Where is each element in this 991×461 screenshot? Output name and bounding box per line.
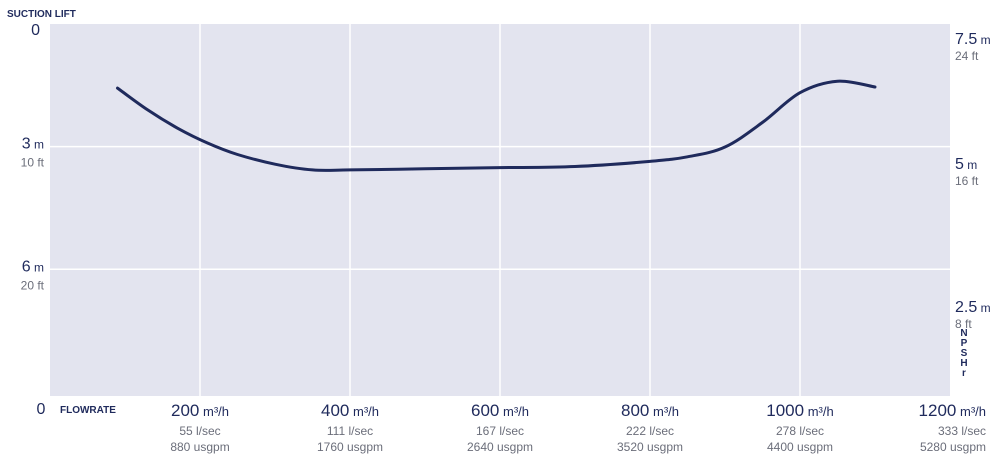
y-tick-label-2: 6 m — [22, 258, 44, 275]
x-tick-label-4: 800 m³/h — [621, 401, 679, 420]
right-tick-label-1-part: 5 — [955, 156, 964, 173]
right-tick-label-1: 5 m — [955, 156, 977, 173]
curve-layer — [116, 79, 877, 172]
right-tick-sublabel-2: 8 ft — [955, 317, 972, 331]
right-axis-title-letter-3-part: H — [960, 358, 967, 369]
x-tick-label-0: 0 — [37, 401, 46, 418]
y-axis-title-part: SUCTION LIFT — [7, 9, 76, 20]
right-tick-label-0-part: m — [977, 33, 990, 47]
x-tick-usgpm-2-part: 1760 usgpm — [317, 440, 383, 454]
x-tick-lsec-2-part: 111 l/sec — [327, 424, 373, 438]
x-tick-lsec-3-part: 167 l/sec — [476, 424, 524, 438]
right-tick-label-0-part: 7.5 — [955, 31, 977, 48]
x-tick-label-1-part: m³/h — [199, 404, 229, 419]
y-tick-label-2-part: 6 — [22, 258, 31, 275]
x-tick-usgpm-2: 1760 usgpm — [317, 440, 383, 454]
x-tick-lsec-5-part: 278 l/sec — [776, 424, 824, 438]
right-tick-sublabel-1-part: 16 ft — [955, 174, 979, 188]
right-tick-label-2: 2.5 m — [955, 299, 991, 316]
x-tick-label-2-part: m³/h — [349, 404, 379, 419]
x-tick-label-2-part: 400 — [321, 401, 349, 420]
x-tick-lsec-6-part: 333 l/sec — [938, 424, 986, 438]
y-tick-sublabel-1-part: 10 ft — [21, 156, 45, 170]
x-tick-label-6: 1200 m³/h — [919, 401, 986, 420]
x-tick-lsec-4: 222 l/sec — [626, 424, 674, 438]
x-tick-usgpm-4: 3520 usgpm — [617, 440, 683, 454]
x-tick-label-3-part: 600 — [471, 401, 499, 420]
right-axis-title-letter-1-part: P — [961, 338, 968, 349]
right-tick-label-2-part: m — [977, 301, 990, 315]
series-line-0 — [116, 79, 877, 172]
x-tick-label-3: 600 m³/h — [471, 401, 529, 420]
x-tick-usgpm-3: 2640 usgpm — [467, 440, 533, 454]
x-tick-usgpm-5: 4400 usgpm — [767, 440, 833, 454]
x-tick-lsec-6: 333 l/sec — [938, 424, 986, 438]
y-tick-label-2-part: m — [31, 260, 44, 274]
y-tick-label-0-part: 0 — [31, 22, 40, 39]
x-tick-usgpm-1: 880 usgpm — [170, 440, 229, 454]
x-tick-label-4-part: 800 — [621, 401, 649, 420]
x-tick-label-5-part: m³/h — [804, 404, 834, 419]
x-tick-lsec-4-part: 222 l/sec — [626, 424, 674, 438]
right-axis-title-letter-4-part: r — [962, 368, 966, 379]
x-tick-usgpm-5-part: 4400 usgpm — [767, 440, 833, 454]
y-tick-sublabel-2-part: 20 ft — [21, 278, 45, 292]
right-axis-title-letter-3: H — [960, 358, 967, 369]
grid-lines — [50, 24, 950, 396]
right-axis-title-letter-1: P — [961, 338, 968, 349]
y-tick-sublabel-1: 10 ft — [21, 156, 45, 170]
y-tick-label-1-part: 3 — [22, 136, 31, 153]
right-axis-title-letter-2-part: S — [961, 348, 968, 359]
y-axis-title: SUCTION LIFT — [7, 9, 76, 20]
x-tick-label-5-part: 1000 — [766, 401, 804, 420]
right-axis-title-letter-0: N — [960, 328, 967, 339]
x-tick-usgpm-6-part: 5280 usgpm — [920, 440, 986, 454]
x-axis-title-part: FLOWRATE — [60, 405, 116, 416]
x-tick-label-1: 200 m³/h — [171, 401, 229, 420]
x-tick-label-2: 400 m³/h — [321, 401, 379, 420]
right-tick-sublabel-2-part: 8 ft — [955, 317, 972, 331]
right-tick-label-2-part: 2.5 — [955, 299, 977, 316]
x-tick-label-4-part: m³/h — [649, 404, 679, 419]
x-tick-label-6-part: 1200 — [919, 401, 957, 420]
right-tick-sublabel-0-part: 24 ft — [955, 49, 979, 63]
x-tick-lsec-2: 111 l/sec — [327, 424, 373, 438]
x-tick-lsec-5: 278 l/sec — [776, 424, 824, 438]
y-tick-sublabel-2: 20 ft — [21, 278, 45, 292]
right-tick-label-1-part: m — [964, 158, 977, 172]
x-tick-label-1-part: 200 — [171, 401, 199, 420]
y-tick-label-1-part: m — [31, 138, 44, 152]
x-tick-label-6-part: m³/h — [956, 404, 986, 419]
right-axis-title-letter-2: S — [961, 348, 968, 359]
x-tick-usgpm-4-part: 3520 usgpm — [617, 440, 683, 454]
x-tick-label-5: 1000 m³/h — [766, 401, 833, 420]
x-tick-usgpm-6: 5280 usgpm — [920, 440, 986, 454]
x-tick-label-3-part: m³/h — [499, 404, 529, 419]
x-tick-lsec-3: 167 l/sec — [476, 424, 524, 438]
x-tick-lsec-1: 55 l/sec — [179, 424, 220, 438]
right-tick-label-0: 7.5 m — [955, 31, 991, 48]
x-tick-usgpm-3-part: 2640 usgpm — [467, 440, 533, 454]
right-tick-sublabel-0: 24 ft — [955, 49, 979, 63]
y-tick-label-0: 0 — [31, 22, 40, 39]
right-tick-sublabel-1: 16 ft — [955, 174, 979, 188]
x-tick-lsec-1-part: 55 l/sec — [179, 424, 220, 438]
x-tick-usgpm-1-part: 880 usgpm — [170, 440, 229, 454]
right-axis-title-letter-0-part: N — [960, 328, 967, 339]
x-tick-label-0-part: 0 — [37, 401, 46, 418]
right-axis-title-letter-4: r — [962, 368, 966, 379]
x-axis-title: FLOWRATE — [60, 405, 116, 416]
y-tick-label-1: 3 m — [22, 136, 44, 153]
